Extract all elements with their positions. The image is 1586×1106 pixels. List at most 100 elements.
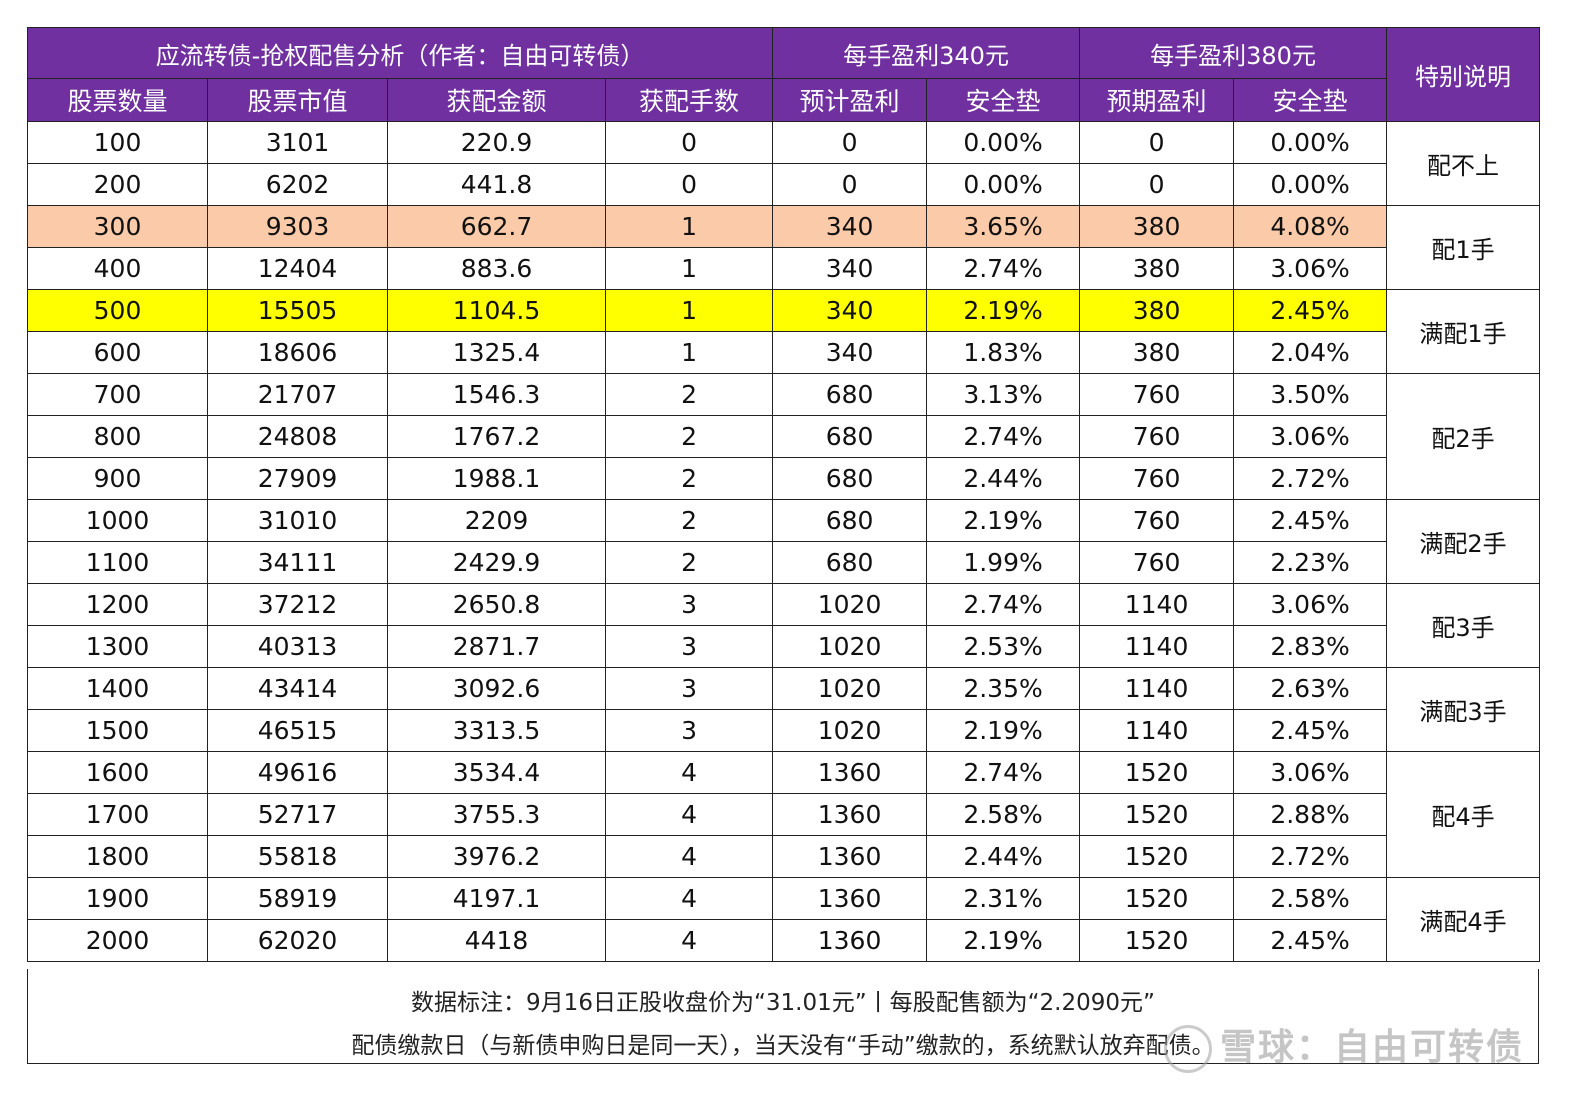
table-cell: 2.19% — [926, 709, 1081, 752]
table-cell: 4 — [604, 919, 774, 962]
table-cell: 1140 — [1079, 709, 1235, 752]
table-cell: 3 — [604, 667, 774, 710]
note-cell: 配不上 — [1386, 121, 1541, 206]
table-cell: 1.83% — [926, 331, 1081, 374]
table-cell: 1400 — [27, 667, 208, 710]
watermark-text: 雪球：自由可转债 — [1219, 1027, 1524, 1068]
table-cell: 3101 — [207, 121, 388, 164]
table-cell: 1360 — [772, 793, 928, 836]
table-row: 1300 40313 2871.7 3 1020 2.53% 1140 2.83% — [27, 625, 1540, 668]
table-cell: 3976.2 — [387, 835, 606, 878]
table-cell: 3.06% — [1233, 415, 1388, 458]
table-title: 应流转债-抢权配售分析（作者：自由可转债） — [26, 27, 774, 79]
table-cell: 700 — [27, 373, 208, 416]
table-cell: 0.00% — [1233, 163, 1388, 206]
table-cell: 0 — [772, 163, 928, 206]
table-cell: 0.00% — [926, 163, 1081, 206]
table-cell: 1 — [604, 205, 774, 248]
table-cell: 662.7 — [387, 205, 606, 248]
table-cell: 2.19% — [926, 499, 1081, 542]
table-cell: 1 — [604, 247, 774, 290]
group-header-340: 每手盈利340元 — [772, 27, 1081, 79]
table-cell: 34111 — [207, 541, 388, 584]
table-cell: 1100 — [27, 541, 208, 584]
table-cell: 2.04% — [1233, 331, 1388, 374]
table-cell: 680 — [772, 541, 928, 584]
table-cell: 680 — [772, 499, 928, 542]
table-cell: 1360 — [772, 877, 928, 920]
table-cell: 1600 — [27, 751, 208, 794]
table-cell: 380 — [1079, 289, 1235, 332]
table-cell: 3.06% — [1233, 751, 1388, 794]
table-cell: 1020 — [772, 709, 928, 752]
table-cell: 3534.4 — [387, 751, 606, 794]
table-cell: 300 — [27, 205, 208, 248]
table-cell: 1 — [604, 289, 774, 332]
table-cell: 1200 — [27, 583, 208, 626]
table-cell: 1325.4 — [387, 331, 606, 374]
table-cell: 380 — [1079, 205, 1235, 248]
table-cell: 2.63% — [1233, 667, 1388, 710]
table-cell: 3092.6 — [387, 667, 606, 710]
snowball-logo-icon — [1163, 1025, 1212, 1073]
table-cell: 800 — [27, 415, 208, 458]
note-cell: 满配4手 — [1386, 877, 1541, 962]
table-cell: 2 — [604, 415, 774, 458]
table-cell: 4 — [604, 835, 774, 878]
footer-line-1: 数据标注：9月16日正股收盘价为“31.01元”丨每股配售额为“2.2090元” — [411, 990, 1155, 1016]
table-cell: 760 — [1079, 457, 1235, 500]
table-cell: 52717 — [207, 793, 388, 836]
table-cell: 1988.1 — [387, 457, 606, 500]
table-cell: 2.88% — [1233, 793, 1388, 836]
table-cell: 4 — [604, 877, 774, 920]
table-cell: 1 — [604, 331, 774, 374]
table-cell: 0 — [604, 163, 774, 206]
table-row: 100 3101 220.9 0 0 0.00% 0 0.00% 配不上 — [27, 121, 1541, 206]
table-cell: 3.13% — [926, 373, 1081, 416]
table-cell: 2 — [604, 457, 774, 500]
table-cell: 0 — [604, 121, 774, 164]
table-row: 800 24808 1767.2 2 680 2.74% 760 3.06% — [27, 415, 1540, 458]
col-header: 预期盈利 — [1079, 78, 1235, 122]
table-cell: 12404 — [207, 247, 388, 290]
table-cell: 31010 — [207, 499, 388, 542]
table-cell: 1500 — [27, 709, 208, 752]
table-cell: 2.74% — [926, 247, 1081, 290]
table-cell: 380 — [1079, 247, 1235, 290]
table-cell: 600 — [27, 331, 208, 374]
col-header: 预计盈利 — [772, 78, 928, 122]
col-header: 安全垫 — [1233, 78, 1388, 122]
table-cell: 0.00% — [1233, 121, 1388, 164]
table-row: 500 15505 1104.5 1 340 2.19% 380 2.45% 满配1手 — [27, 289, 1541, 374]
table-cell: 4 — [604, 751, 774, 794]
table-row: 1500 46515 3313.5 3 1020 2.19% 1140 2.45% — [27, 709, 1540, 752]
table-cell: 2.53% — [926, 625, 1081, 668]
table-cell: 2.45% — [1233, 289, 1388, 332]
table-cell: 2 — [604, 373, 774, 416]
table-cell: 2.23% — [1233, 541, 1388, 584]
table-row: 1700 52717 3755.3 4 1360 2.58% 1520 2.88% — [27, 793, 1540, 836]
col-header: 股票市值 — [207, 78, 388, 122]
table-cell: 760 — [1079, 373, 1235, 416]
table-cell: 4 — [604, 793, 774, 836]
table-cell: 680 — [772, 415, 928, 458]
table-row: 1800 55818 3976.2 4 1360 2.44% 1520 2.72% — [27, 835, 1540, 878]
table-cell: 2209 — [387, 499, 606, 542]
table-cell: 1140 — [1079, 667, 1235, 710]
table-row: 400 12404 883.6 1 340 2.74% 380 3.06% — [27, 247, 1540, 290]
col-header: 获配金额 — [387, 78, 606, 122]
table-cell: 6202 — [207, 163, 388, 206]
table-cell: 1800 — [27, 835, 208, 878]
table-cell: 1546.3 — [387, 373, 606, 416]
table-cell: 2.58% — [926, 793, 1081, 836]
table-cell: 1104.5 — [387, 289, 606, 332]
table-cell: 1767.2 — [387, 415, 606, 458]
table-cell: 680 — [772, 457, 928, 500]
table-cell: 3.65% — [926, 205, 1081, 248]
table-cell: 1900 — [27, 877, 208, 920]
col-header: 安全垫 — [926, 78, 1081, 122]
table-cell: 62020 — [207, 919, 388, 962]
table-cell: 3313.5 — [387, 709, 606, 752]
table-row: 1400 43414 3092.6 3 1020 2.35% 1140 2.63% 满配3手 — [27, 667, 1541, 752]
table-cell: 1520 — [1079, 919, 1235, 962]
